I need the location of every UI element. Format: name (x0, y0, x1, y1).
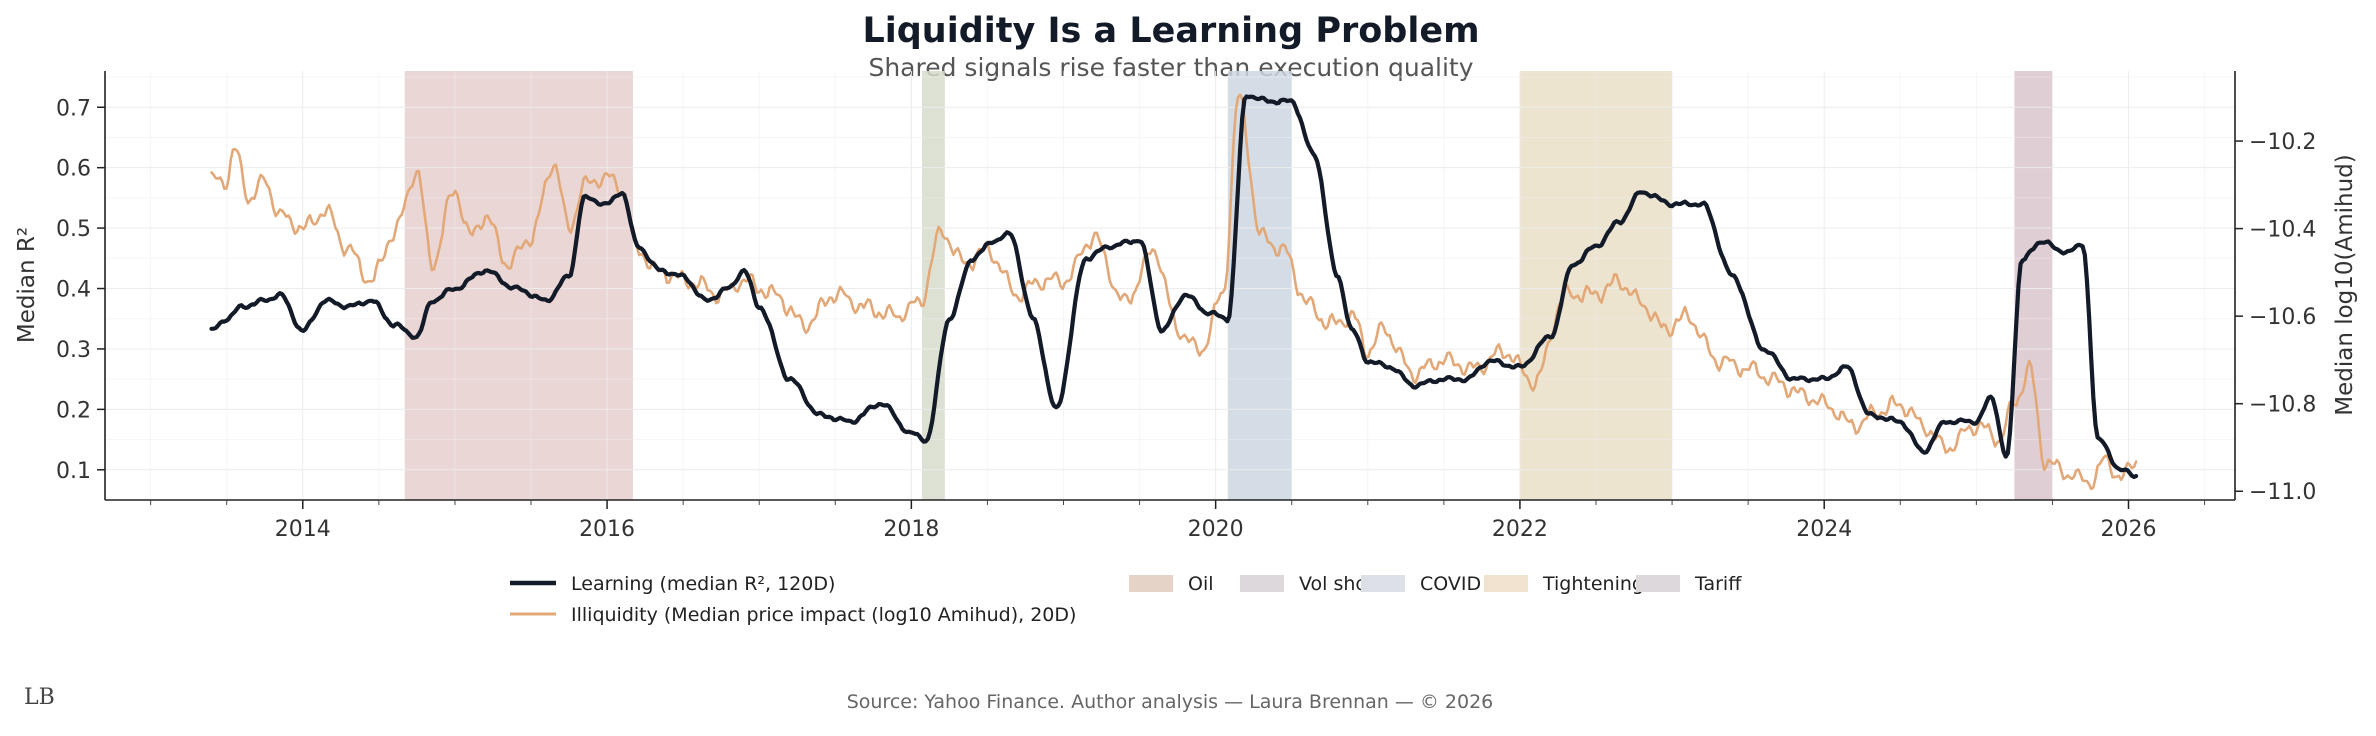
y-axis-ticks: 0.1 0.2 0.3 0.4 0.5 0.6 0.7 (56, 96, 105, 484)
y-right-tick-label: −10.2 (2249, 130, 2316, 155)
legend-label-covid: COVID (1420, 573, 1481, 595)
legend-label-tariff: Tariff (1694, 573, 1742, 595)
shaded-regions (404, 71, 2053, 500)
learning-series-line (209, 94, 2139, 479)
gridlines (105, 71, 2235, 500)
legend-swatch-covid (1361, 575, 1405, 592)
shaded-region-tariff (2014, 71, 2053, 500)
y-right-tick-label: −11.0 (2249, 480, 2316, 505)
y-tick-label: 0.5 (56, 217, 91, 242)
chart-title: Liquidity Is a Learning Problem (862, 11, 1479, 51)
y-tick-label: 0.7 (56, 96, 91, 121)
legend-label-tightening: Tightening (1542, 573, 1644, 595)
legend-swatch-oil (1129, 575, 1173, 592)
y-axis-right-label: Median log10(Amihud) (2332, 154, 2358, 416)
legend-swatch-tariff (1636, 575, 1680, 592)
y-tick-label: 0.1 (56, 459, 91, 484)
y-right-tick-label: −10.6 (2249, 305, 2316, 330)
legend-series: Learning (median R², 120D) Illiquidity (M… (510, 573, 1076, 626)
x-tick-label: 2016 (579, 517, 635, 542)
x-tick-label: 2022 (1492, 517, 1548, 542)
legend-regions: Oil Vol shock COVID Tightening Tariff (1129, 573, 1742, 595)
shaded-region-covid (1227, 71, 1292, 500)
y-axis-right-ticks: −10.2 −10.4 −10.6 −10.8 −11.0 (2235, 130, 2316, 505)
y-tick-label: 0.2 (56, 398, 91, 423)
source-note: Source: Yahoo Finance. Author analysis —… (847, 691, 1494, 713)
chart-subtitle: Shared signals rise faster than executio… (868, 53, 1473, 82)
shaded-region-vol-shock (922, 71, 945, 500)
series-layer (209, 93, 2139, 491)
y-right-tick-label: −10.8 (2249, 393, 2316, 418)
y-tick-label: 0.4 (56, 278, 91, 303)
legend-label-learning: Learning (median R², 120D) (571, 573, 835, 595)
y-right-tick-label: −10.4 (2249, 218, 2316, 243)
x-tick-label: 2014 (275, 517, 331, 542)
author-logo: LB (24, 685, 55, 710)
legend-swatch-tightening (1484, 575, 1528, 592)
y-axis-label: Median R² (14, 227, 40, 343)
legend-label-illiquidity: Illiquidity (Median price impact (log10 … (571, 604, 1076, 626)
x-axis-ticks: 2014 2016 2018 2020 2022 2024 2026 (150, 500, 2206, 542)
plot-area (105, 71, 2235, 500)
y-tick-label: 0.3 (56, 338, 91, 363)
legend-label-oil: Oil (1188, 573, 1214, 595)
legend-swatch-vol-shock (1240, 575, 1284, 592)
x-tick-label: 2024 (1796, 517, 1852, 542)
y-tick-label: 0.6 (56, 157, 91, 182)
x-tick-label: 2020 (1188, 517, 1244, 542)
x-tick-label: 2018 (883, 517, 939, 542)
x-tick-label: 2026 (2101, 517, 2157, 542)
axes: 2014 2016 2018 2020 2022 2024 2026 0.10.20.30.… (56, 71, 2316, 542)
